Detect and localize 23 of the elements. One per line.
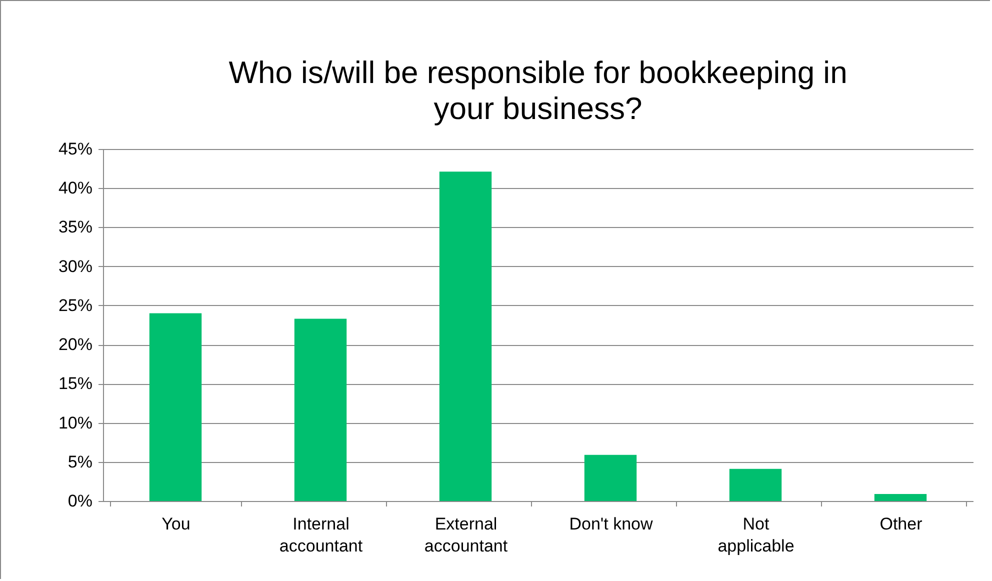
x-tick-label: External accountant <box>424 514 508 556</box>
y-tick-label: 45% <box>58 140 92 158</box>
chart-title: Who is/will be responsible for bookkeeping in your business? <box>228 55 848 126</box>
x-tick-label: Other <box>880 514 923 534</box>
bar <box>439 172 492 501</box>
y-tick-label: 15% <box>58 374 92 394</box>
x-tick-label: Internal accountant <box>279 514 363 556</box>
bar <box>874 494 927 501</box>
y-tick-label: 0% <box>68 492 92 510</box>
x-tick-label: Don't know <box>569 514 654 534</box>
bar <box>149 313 202 501</box>
y-tick-label: 20% <box>58 335 92 354</box>
x-tick-label: Not applicable <box>718 514 794 556</box>
bar <box>294 318 347 501</box>
x-tick-label: You <box>162 514 190 534</box>
y-tick-label: 25% <box>58 296 92 315</box>
y-tick-label: 30% <box>58 256 92 276</box>
y-tick-label: 5% <box>68 452 92 472</box>
bar <box>584 454 637 501</box>
y-tick-label: 35% <box>58 218 92 237</box>
y-tick-label: 40% <box>58 178 92 198</box>
y-tick-label: 10% <box>58 413 92 432</box>
bar <box>729 468 782 501</box>
